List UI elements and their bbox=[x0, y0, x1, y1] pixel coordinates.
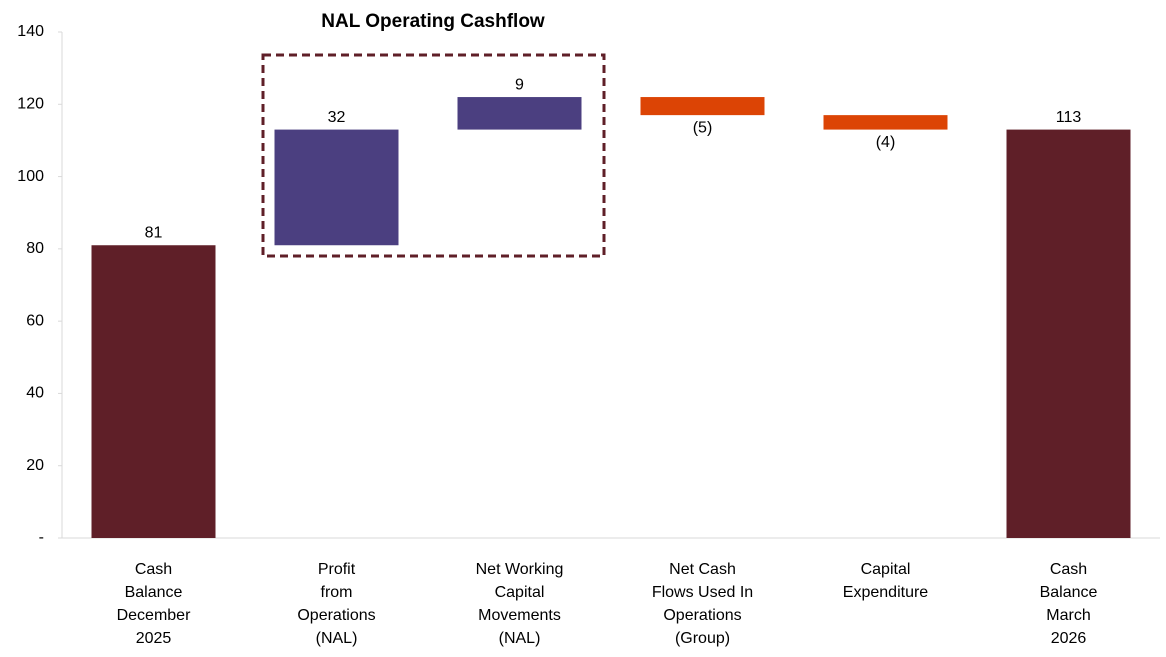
y-tick-label: 80 bbox=[26, 240, 44, 257]
bar bbox=[274, 129, 399, 246]
data-label: (5) bbox=[693, 119, 713, 136]
data-label: 81 bbox=[145, 224, 163, 241]
x-tick-label: Cash Balance December 2025 bbox=[116, 561, 191, 647]
x-tick-label: Profit from Operations (NAL) bbox=[297, 561, 376, 647]
data-label: (4) bbox=[876, 134, 896, 151]
data-label: 9 bbox=[515, 76, 524, 93]
y-tick-label: 120 bbox=[17, 96, 44, 113]
y-tick-label: 20 bbox=[26, 457, 44, 474]
y-tick-label: 140 bbox=[17, 23, 44, 40]
y-tick-label: 40 bbox=[26, 385, 44, 402]
x-tick-label: Net Cash Flows Used In Operations (Group… bbox=[651, 561, 754, 647]
y-tick-label: 60 bbox=[26, 312, 44, 329]
y-tick-label: 100 bbox=[17, 168, 44, 185]
data-label: 32 bbox=[328, 109, 346, 126]
data-label: 113 bbox=[1056, 109, 1082, 126]
bar bbox=[457, 97, 582, 130]
x-tick-label: Net Working Capital Movements (NAL) bbox=[475, 561, 564, 647]
bar bbox=[91, 245, 216, 538]
bar bbox=[640, 97, 765, 116]
bar bbox=[823, 115, 948, 130]
x-tick-label: Capital Expenditure bbox=[842, 561, 929, 601]
highlight-box bbox=[261, 53, 606, 258]
chart-title: NAL Operating Cashflow bbox=[321, 11, 545, 32]
bar bbox=[1006, 129, 1131, 539]
x-tick-label: Cash Balance March 2026 bbox=[1039, 561, 1098, 647]
y-tick-label: - bbox=[39, 529, 44, 546]
